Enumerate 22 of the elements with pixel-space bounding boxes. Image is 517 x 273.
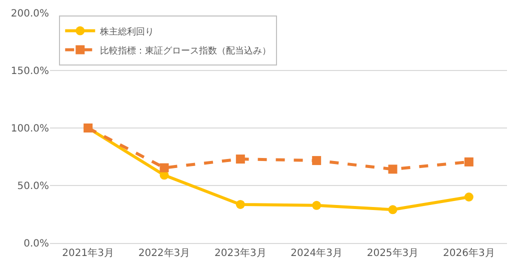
point: [312, 156, 322, 166]
point: [464, 157, 474, 166]
legend-label: 株主総利回り: [99, 26, 154, 38]
y-tick-label: 200.0%: [10, 8, 49, 20]
y-tick-label: 150.0%: [10, 66, 49, 77]
x-tick-label: 2025年3月: [366, 247, 419, 259]
point: [388, 205, 398, 214]
x-tick-label: 2023年3月: [214, 247, 266, 259]
x-tick-label: 2021年3月: [62, 247, 114, 259]
point: [312, 200, 322, 210]
y-tick-label: 100.0%: [10, 124, 49, 134]
point: [160, 163, 169, 172]
x-tick-label: 2026年3月: [443, 247, 495, 259]
point: [388, 164, 398, 174]
point: [464, 192, 474, 202]
point: [236, 200, 245, 209]
x-tick-label: 2022年3月: [138, 247, 190, 259]
y-tick-label: 0.0%: [24, 238, 49, 250]
x-tick-label: 2024年3月: [290, 247, 342, 259]
y-tick-label: 50.0%: [17, 181, 49, 192]
point: [236, 154, 245, 164]
legend-label: 比較指標：東証グロース指数（配当込み）: [100, 45, 272, 56]
